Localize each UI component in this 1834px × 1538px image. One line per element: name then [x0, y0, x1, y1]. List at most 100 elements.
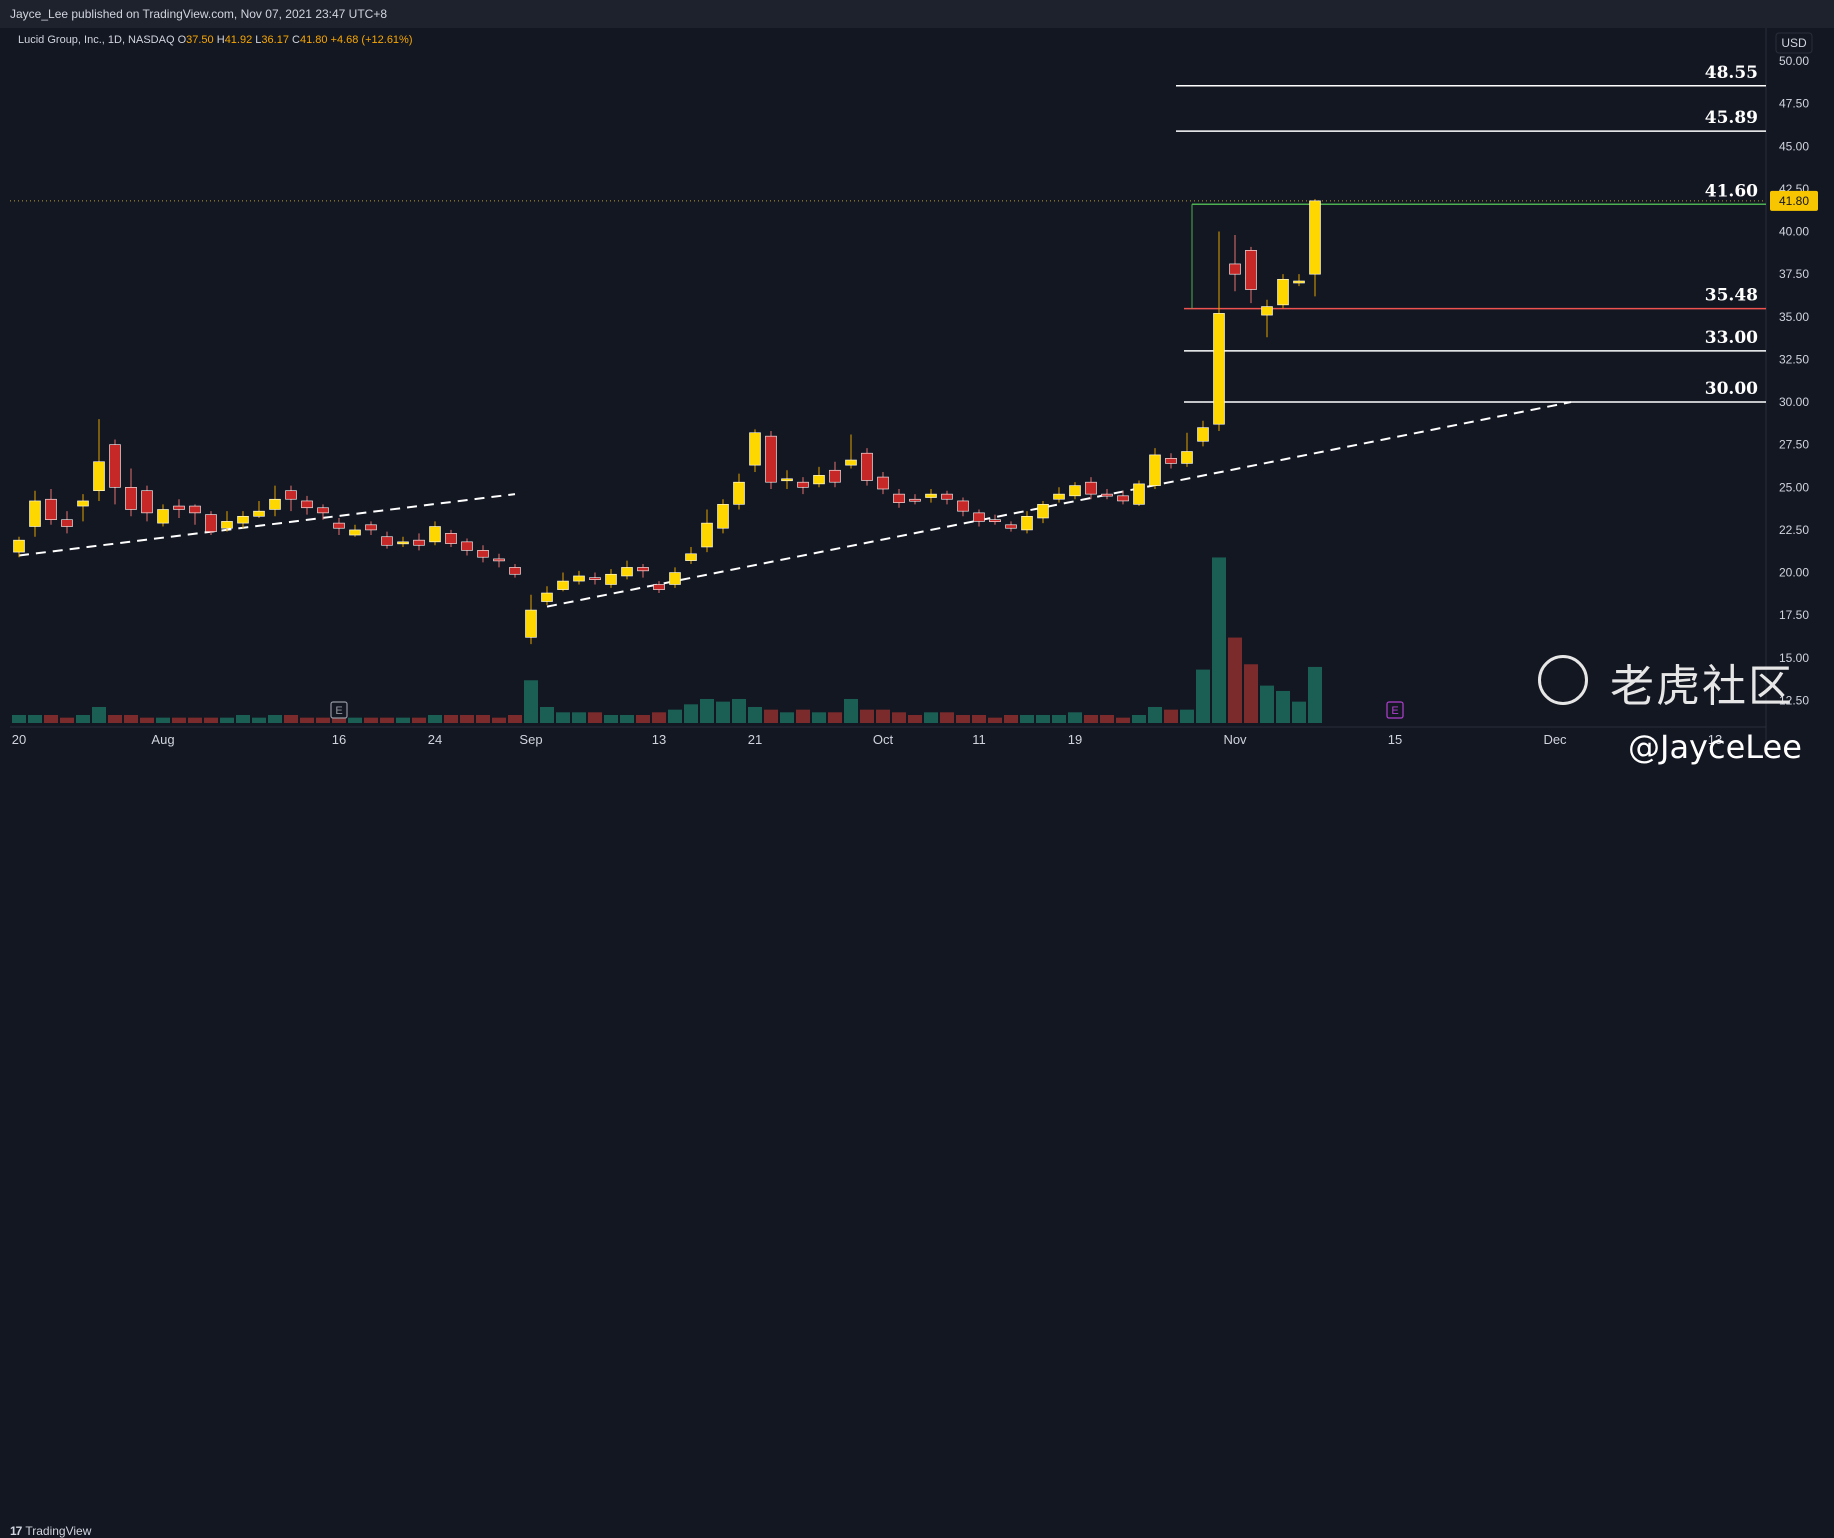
- x-tick-label: Nov: [1223, 732, 1247, 747]
- y-tick-label: 12.50: [1779, 693, 1809, 707]
- volume-bar: [1212, 557, 1226, 723]
- volume-bar: [396, 717, 410, 723]
- candle: [813, 466, 825, 488]
- candle-body: [941, 493, 953, 500]
- volume-bar: [1228, 637, 1242, 723]
- candle-body: [1245, 250, 1257, 290]
- candle: [1309, 199, 1321, 297]
- candle: [1197, 420, 1209, 447]
- volume-bar: [412, 717, 426, 723]
- candle-body: [1149, 454, 1161, 486]
- candle-body: [189, 505, 201, 514]
- volume-bar: [540, 706, 554, 723]
- volume-bar: [316, 717, 330, 723]
- y-tick-label: 17.50: [1779, 608, 1809, 622]
- x-tick-label: 19: [1068, 732, 1082, 747]
- candle-body: [957, 500, 969, 512]
- candle: [605, 569, 617, 588]
- high-value: 41.92: [224, 34, 253, 46]
- candle-body: [813, 475, 825, 485]
- candle-body: [1197, 427, 1209, 442]
- low-value: 36.17: [261, 34, 289, 46]
- price-level-label: 48.55: [1705, 63, 1758, 83]
- candle: [925, 489, 937, 503]
- candle-body: [1261, 306, 1273, 316]
- candle: [157, 504, 169, 527]
- volume-bar: [508, 714, 522, 723]
- x-tick-label: 21: [748, 732, 762, 747]
- volume-bar: [812, 712, 826, 723]
- candle-body: [397, 541, 409, 545]
- volume-bar: [876, 709, 890, 723]
- candle-body: [685, 553, 697, 561]
- candle-body: [125, 486, 137, 510]
- x-tick-label: 24: [428, 732, 442, 747]
- candle-body: [1293, 280, 1305, 284]
- price-level-label: 30.00: [1705, 379, 1758, 399]
- candle: [317, 504, 329, 520]
- price-chart[interactable]: 48.55 45.89 41.60 35.48 33.00 30.00 E E 12.50 15.…: [0, 0, 1834, 791]
- volume-bar: [1132, 714, 1146, 723]
- candle: [189, 504, 201, 525]
- candle: [989, 514, 1001, 525]
- candle-body: [1085, 481, 1097, 495]
- candle: [1277, 274, 1289, 309]
- volume-bar: [1164, 709, 1178, 723]
- candle-body: [301, 500, 313, 509]
- x-tick-label: Oct: [873, 732, 894, 747]
- candle: [141, 485, 153, 522]
- volume-bar: [1100, 714, 1114, 723]
- candle: [765, 431, 777, 490]
- candle-body: [461, 541, 473, 551]
- volume-bar: [924, 712, 938, 723]
- candle: [733, 473, 745, 510]
- candle: [669, 567, 681, 588]
- candle-body: [1005, 524, 1017, 529]
- volume-bar: [220, 717, 234, 723]
- candle-body: [861, 452, 873, 481]
- candle: [221, 511, 233, 532]
- close-label: C: [292, 34, 300, 46]
- candle: [877, 471, 889, 495]
- tradingview-logo[interactable]: 17 TradingView: [10, 1524, 91, 1538]
- footer-bar: 17 TradingView: [0, 758, 1834, 1538]
- candle-body: [77, 500, 89, 507]
- candle: [125, 468, 137, 517]
- candle-body: [845, 459, 857, 466]
- candle-body: [909, 498, 921, 502]
- volume-bar: [700, 698, 714, 723]
- candle-body: [429, 526, 441, 543]
- volume-bar: [748, 706, 762, 723]
- volume-bar: [892, 712, 906, 723]
- tv-logo-icon: 17: [10, 1524, 22, 1538]
- y-tick-label: 22.50: [1779, 523, 1809, 537]
- volume-bar: [1148, 706, 1162, 723]
- candle-body: [45, 498, 57, 520]
- candle: [829, 461, 841, 488]
- volume-bar: [1116, 717, 1130, 723]
- y-tick-label: 30.00: [1779, 395, 1809, 409]
- candle: [621, 560, 633, 580]
- candle: [381, 531, 393, 549]
- volume-bar: [956, 714, 970, 723]
- candle: [1085, 477, 1097, 500]
- x-tick-label: 13: [1708, 732, 1722, 747]
- candle: [1213, 231, 1225, 432]
- candle: [333, 517, 345, 536]
- earnings-marker: [1386, 701, 1404, 719]
- x-tick-label: Sep: [519, 732, 542, 747]
- volume-bar: [332, 717, 346, 723]
- last-price-tag-label: 41.80: [1779, 194, 1809, 208]
- candle-body: [29, 500, 41, 527]
- volume-bar: [988, 717, 1002, 723]
- brand-name: TradingView: [25, 1524, 92, 1538]
- publish-bar: Jayce_Lee published on TradingView.com, …: [0, 0, 1834, 28]
- symbol-name[interactable]: Lucid Group, Inc., 1D, NASDAQ: [18, 34, 175, 46]
- volume-bar: [236, 714, 250, 723]
- volume-bar: [828, 712, 842, 723]
- tiger-logo-icon: [1538, 655, 1588, 705]
- candle-body: [1213, 313, 1225, 425]
- candle-body: [1069, 485, 1081, 497]
- candle: [61, 511, 73, 534]
- candle: [493, 553, 505, 568]
